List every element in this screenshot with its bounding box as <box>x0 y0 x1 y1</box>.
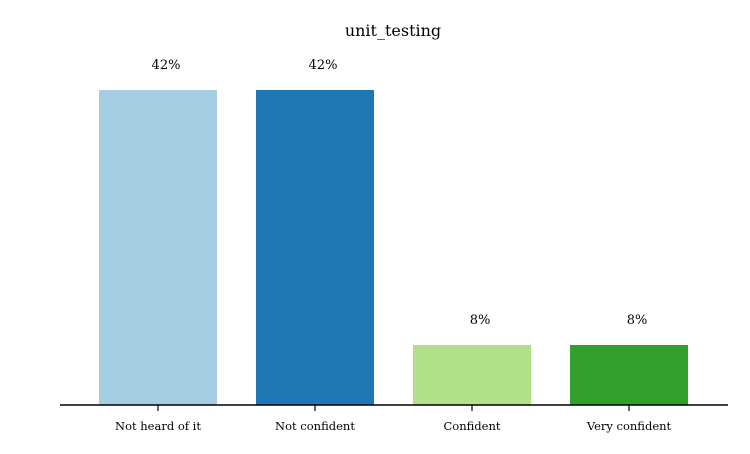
x-tick-label: Not confident <box>275 419 355 433</box>
chart-title: unit_testing <box>345 21 441 40</box>
bar <box>413 345 531 405</box>
bars-layer <box>99 90 688 405</box>
x-tick-labels-layer: Not heard of it Not confident Confident Ver… <box>115 419 672 433</box>
bar-value-label: 42% <box>152 58 181 73</box>
x-tick-label: Confident <box>444 419 501 433</box>
bar-value-label: 42% <box>309 58 338 73</box>
x-ticks-layer <box>157 405 630 411</box>
bar-value-label: 8% <box>470 313 491 328</box>
bar <box>256 90 374 405</box>
value-labels-layer: 42% 42% 8% 8% <box>152 58 648 328</box>
x-tick-label: Not heard of it <box>115 419 201 433</box>
bar-value-label: 8% <box>627 313 648 328</box>
bar <box>99 90 217 405</box>
bar <box>570 345 688 405</box>
x-tick-label: Very confident <box>586 419 672 433</box>
